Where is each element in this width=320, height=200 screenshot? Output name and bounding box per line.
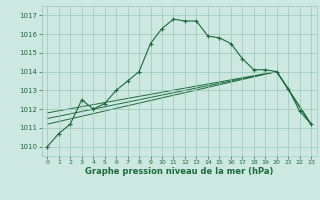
X-axis label: Graphe pression niveau de la mer (hPa): Graphe pression niveau de la mer (hPa) [85,167,273,176]
